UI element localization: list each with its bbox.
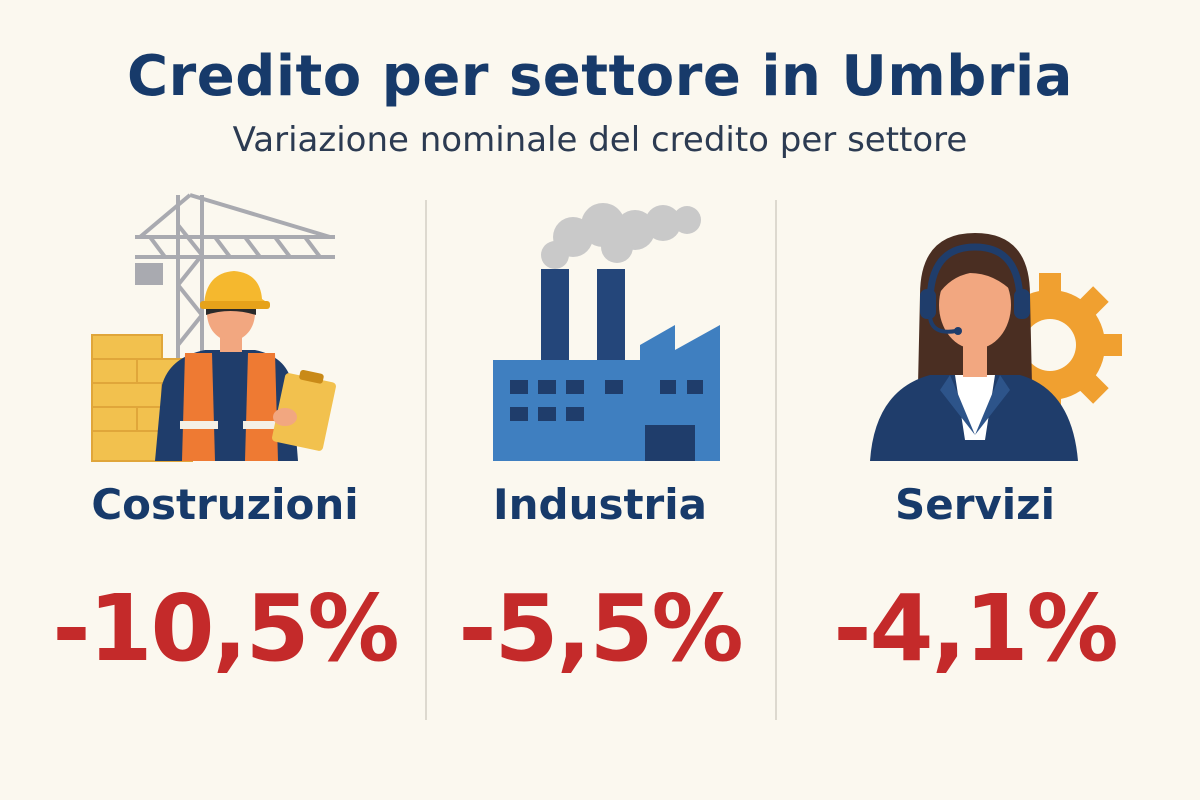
sector-value: -4,1% [833,575,1118,682]
column-divider [775,200,777,720]
sector-label: Industria [492,480,708,529]
sector-servizi: Servizi -4,1% [780,185,1170,705]
column-divider [425,200,427,720]
sector-costruzioni: Costruzioni -10,5% [30,185,420,705]
sector-industria: Industria -5,5% [405,185,795,705]
factory-icon [493,203,720,461]
sector-label: Costruzioni [91,480,359,529]
sector-value: -10,5% [52,575,399,682]
construction-worker-icon [91,193,336,462]
call-center-operator-icon [870,233,1122,461]
sector-label: Servizi [894,480,1056,529]
page-title: Credito per settore in Umbria [127,44,1073,109]
sector-value: -5,5% [458,575,743,682]
page-subtitle: Variazione nominale del credito per sett… [232,120,968,160]
